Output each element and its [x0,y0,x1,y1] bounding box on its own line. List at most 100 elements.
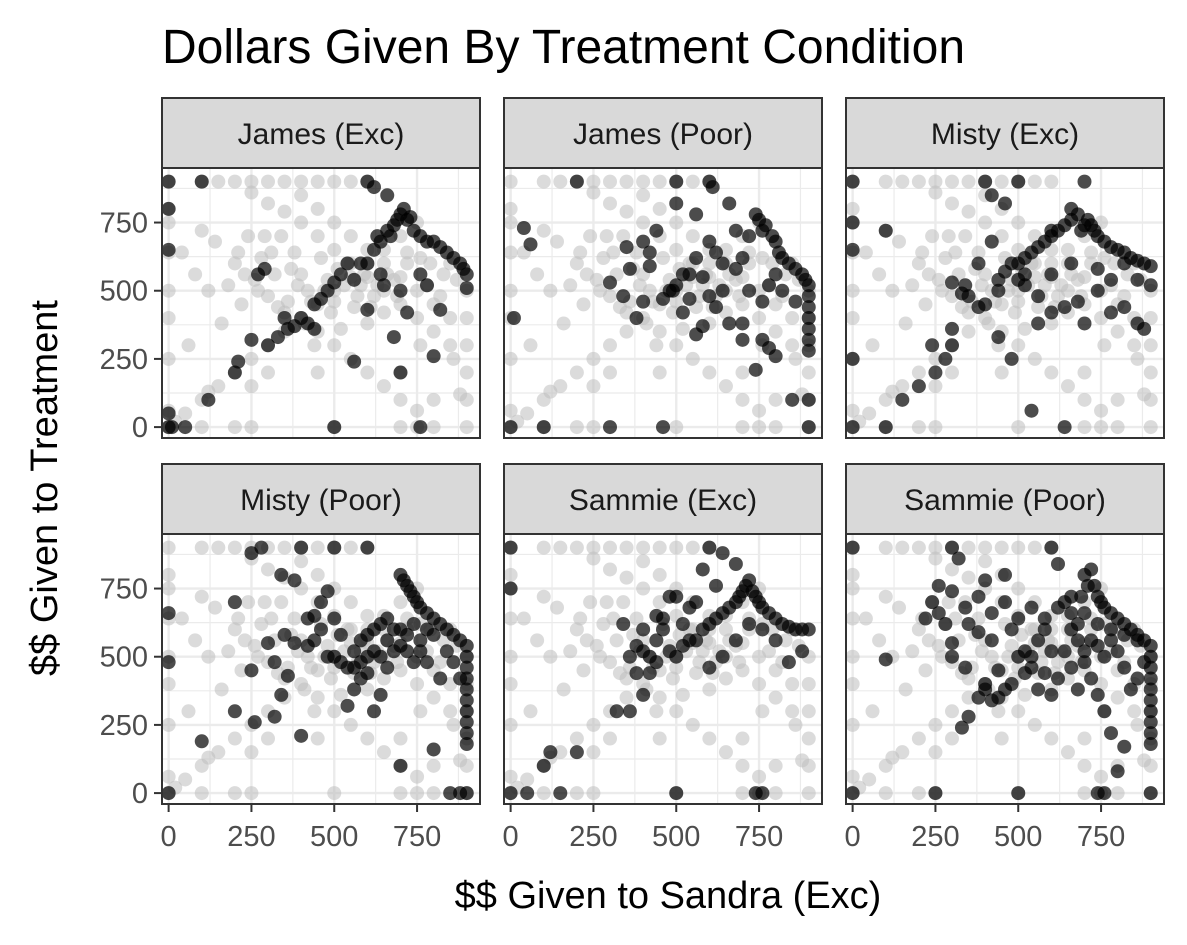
data-point [998,595,1012,610]
background-point [287,245,302,260]
data-point [1057,420,1072,435]
data-point [161,786,176,801]
background-point [241,229,256,244]
background-point [669,420,684,435]
data-point [603,275,617,290]
data-point [649,608,664,623]
data-point [1057,300,1072,315]
background-point [1007,305,1022,320]
background-point [636,188,651,203]
background-point [583,229,598,244]
data-point [1057,644,1072,659]
data-point [1077,316,1092,331]
data-point [327,420,342,435]
data-point [161,242,176,257]
background-point [583,595,598,610]
background-point [636,174,651,189]
data-point [991,283,1006,298]
data-point [1064,622,1079,637]
background-point [251,649,266,664]
background-point [1077,420,1092,435]
background-point [1077,758,1092,773]
data-point [380,660,395,675]
data-point [459,726,474,741]
background-point [632,278,647,293]
background-point [978,215,993,230]
data-point [231,354,246,369]
background-point [376,671,391,686]
data-point [622,649,637,664]
y-tick-label: 750 [100,574,148,606]
background-point [1110,324,1125,339]
background-point [603,338,617,353]
background-point [443,338,458,353]
data-point [709,578,723,593]
data-point [768,267,783,282]
data-point [1077,644,1092,659]
background-point [669,540,684,555]
background-point [310,540,325,555]
background-point [961,324,976,339]
data-point [1070,682,1085,697]
data-point [1051,671,1065,686]
background-point [905,644,920,659]
background-point [1017,321,1032,336]
background-point [994,174,1009,189]
background-point [699,633,714,648]
background-point [227,256,242,271]
data-point [702,660,717,675]
background-point [616,595,631,610]
background-point [161,283,176,298]
background-point [446,351,461,366]
background-point [553,540,568,555]
background-point [954,300,969,315]
background-point [520,772,535,787]
data-point [675,305,690,320]
data-point [373,267,388,282]
background-point [652,365,667,380]
background-point [768,663,783,678]
background-point [227,174,242,189]
data-point [367,704,381,719]
background-point [945,731,959,746]
data-point [403,210,418,225]
background-point [915,245,930,260]
background-point [459,365,474,380]
background-point [702,731,717,746]
background-point [945,174,959,189]
data-point [689,633,704,648]
data-point [1064,606,1079,621]
data-point [360,256,375,271]
background-point [287,611,302,626]
background-point [845,311,860,325]
background-point [194,786,209,801]
panel-border [845,167,1165,439]
background-point [788,717,803,732]
background-point [735,365,750,380]
data-point [636,234,651,249]
background-point [333,321,348,336]
data-point [367,180,381,195]
background-point [586,185,601,200]
background-point [503,245,518,260]
background-point [178,406,193,421]
background-point [569,622,584,637]
background-point [609,633,624,648]
data-point [958,600,973,615]
data-point [433,671,448,686]
background-point [768,392,783,407]
background-point [234,663,249,678]
x-tick-label: 0 [161,821,177,853]
data-point [984,606,999,621]
data-point [735,332,750,347]
background-point [718,379,733,394]
background-point [665,671,680,686]
background-point [961,540,976,555]
background-point [161,351,176,366]
background-point [619,324,634,339]
strip-background [845,463,1165,535]
background-point [569,256,584,271]
background-point [1110,392,1125,407]
background-point [586,745,601,760]
data-point [1011,786,1026,801]
